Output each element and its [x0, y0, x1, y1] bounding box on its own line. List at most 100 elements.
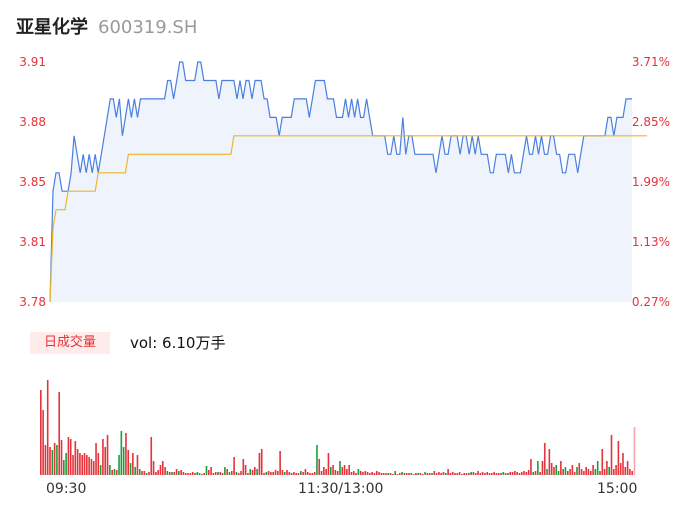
volume-bar	[109, 465, 111, 475]
volume-bar	[364, 471, 367, 475]
y-tick-right: 2.85%	[631, 115, 670, 129]
volume-bar	[53, 443, 56, 475]
volume-bar	[589, 471, 592, 475]
volume-bar	[350, 472, 353, 475]
y-tick-right: 1.99%	[631, 175, 670, 189]
avg-price-line	[49, 135, 648, 303]
volume-bar	[157, 470, 159, 475]
volume-bar	[86, 455, 88, 475]
volume-bar	[286, 470, 288, 475]
volume-bar	[217, 472, 219, 475]
volume-bar	[543, 443, 546, 475]
volume-bar	[362, 472, 364, 475]
volume-bar	[155, 472, 157, 475]
volume-bar	[359, 471, 362, 475]
volume-bar	[74, 441, 77, 475]
volume-bar	[102, 439, 104, 475]
x-tick-open: 09:30	[46, 481, 87, 497]
volume-bar	[371, 472, 373, 475]
volume-bar	[534, 471, 537, 475]
volume-bar	[150, 437, 153, 475]
volume-bar	[435, 473, 438, 475]
volume-bar	[617, 441, 620, 475]
x-tick-close: 15:00	[597, 481, 638, 497]
volume-bar	[355, 473, 357, 475]
volume-bar	[143, 471, 146, 475]
volume-bar	[231, 471, 233, 475]
volume-bar	[578, 463, 581, 475]
volume-bar	[260, 449, 263, 475]
volume-bar	[187, 473, 189, 475]
volume-bar	[224, 467, 226, 475]
volume-bar	[518, 473, 521, 475]
volume-bar	[219, 472, 222, 475]
volume-bar	[272, 472, 275, 475]
volume-bar	[341, 467, 344, 475]
volume-bar	[592, 465, 594, 475]
volume-bar	[343, 465, 346, 475]
volume-bar	[274, 470, 277, 475]
volume-bar	[433, 471, 436, 475]
volume-bar	[603, 469, 606, 475]
volume-bar	[320, 471, 323, 475]
volume-bar	[58, 392, 61, 475]
volume-bar	[145, 473, 148, 475]
volume-bar	[136, 455, 139, 475]
volume-bar	[537, 461, 539, 475]
volume-bar	[497, 473, 500, 475]
volume-bar	[235, 472, 238, 475]
volume-bar	[346, 469, 348, 475]
volume-bar	[348, 465, 350, 475]
volume-badge: 日成交量	[30, 332, 110, 354]
volume-bar	[550, 463, 553, 475]
volume-bar	[599, 471, 601, 475]
volume-bar	[95, 443, 97, 475]
volume-bar	[410, 473, 413, 475]
volume-bar	[161, 461, 164, 475]
volume-bar	[173, 472, 176, 475]
volume-bar	[624, 467, 627, 475]
volume-bar	[79, 453, 81, 475]
volume-bar	[523, 471, 525, 475]
volume-bar	[408, 473, 410, 475]
volume-bar	[171, 472, 173, 475]
stock-code: 600319.SH	[98, 17, 198, 38]
volume-bar	[201, 474, 203, 475]
volume-bar	[233, 457, 235, 475]
volume-bar	[290, 473, 293, 475]
volume-bar	[318, 459, 321, 475]
volume-bar	[481, 472, 484, 475]
volume-bar	[566, 471, 569, 475]
volume-bar	[196, 472, 199, 475]
volume-bar	[159, 465, 162, 475]
volume-bar	[394, 471, 396, 475]
volume-bar	[115, 470, 118, 475]
volume-bar	[164, 467, 166, 475]
volume-bar	[336, 471, 339, 475]
y-tick-left: 3.85	[19, 175, 46, 189]
volume-bar	[40, 390, 42, 475]
volume-bar	[470, 472, 472, 475]
volume-bar	[612, 469, 615, 475]
volume-bar	[511, 472, 514, 475]
volume-bar	[316, 445, 318, 475]
volume-bar	[72, 455, 74, 475]
volume-label: vol: 6.10万手	[130, 334, 226, 352]
volume-bar	[571, 465, 574, 475]
volume-bar	[46, 380, 49, 475]
volume-bar	[111, 470, 113, 475]
volume-bar	[463, 473, 466, 475]
volume-bar	[129, 463, 132, 475]
volume-bar	[447, 469, 449, 475]
volume-bar	[198, 473, 201, 475]
volume-bar	[44, 445, 47, 475]
volume-bar	[461, 474, 463, 475]
volume-bar	[580, 469, 583, 475]
volume-bar	[366, 472, 369, 475]
volume-bar	[249, 469, 252, 475]
volume-bar	[51, 450, 54, 475]
volume-bar	[606, 461, 608, 475]
volume-bar	[67, 437, 70, 475]
volume-bar	[421, 474, 424, 475]
volume-bar	[569, 469, 571, 475]
